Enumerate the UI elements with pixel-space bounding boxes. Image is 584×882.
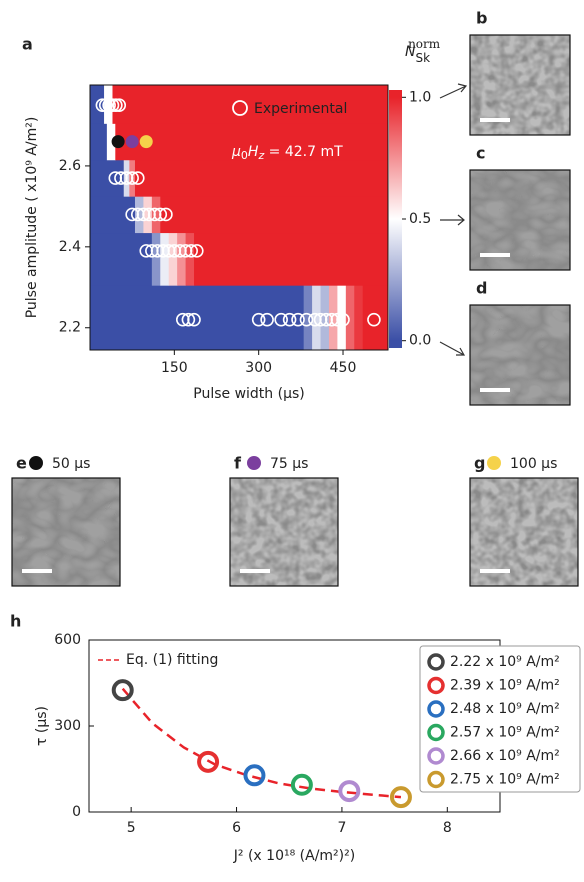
annotation-part: μ bbox=[231, 144, 241, 160]
colorbar-tick-label: 0.0 bbox=[409, 333, 431, 349]
y-tick-label: 2.6 bbox=[59, 158, 81, 174]
arrow bbox=[440, 342, 464, 355]
y-tick-label: 2.4 bbox=[59, 239, 81, 255]
heatmap-cell bbox=[194, 233, 388, 286]
legend-label: 2.75 x 10⁹ A/m² bbox=[450, 772, 560, 788]
x-tick-label: 300 bbox=[245, 360, 272, 376]
arrows bbox=[440, 84, 466, 355]
caption: 75 μs bbox=[270, 456, 308, 472]
heatmap-cell bbox=[90, 285, 304, 350]
panel-label: b bbox=[476, 9, 487, 28]
legend-label: 2.39 x 10⁹ A/m² bbox=[450, 678, 560, 694]
heatmap-cell bbox=[346, 285, 355, 350]
heatmap-cell bbox=[160, 196, 388, 233]
colorbar-tick-label: 0.5 bbox=[409, 211, 431, 227]
panel-label: a bbox=[22, 35, 33, 54]
colorbar-tick-label: 1.0 bbox=[409, 89, 431, 105]
heatmap-cell bbox=[90, 196, 135, 233]
heatmap-cell bbox=[160, 233, 169, 286]
colorbar-label-part: norm bbox=[408, 37, 441, 51]
heatmap-cell bbox=[90, 123, 107, 160]
highlight-point bbox=[126, 135, 139, 148]
heatmap-cell bbox=[152, 233, 161, 286]
x-tick-label: 150 bbox=[161, 360, 188, 376]
legend-label: Experimental bbox=[254, 101, 347, 117]
caption: 100 μs bbox=[510, 456, 557, 472]
panel-label: h bbox=[10, 612, 21, 631]
marker-dot bbox=[29, 456, 43, 470]
colorbar-label-part: Sk bbox=[415, 51, 430, 65]
legend-label: 2.66 x 10⁹ A/m² bbox=[450, 748, 560, 764]
panel-label: e bbox=[16, 454, 27, 473]
x-tick-label: 8 bbox=[443, 820, 452, 836]
x-tick-label: 450 bbox=[330, 360, 357, 376]
heatmap-cell bbox=[304, 285, 313, 350]
annotation-part: H bbox=[248, 144, 259, 160]
x-tick-label: 6 bbox=[232, 820, 241, 836]
marker-dot bbox=[247, 456, 261, 470]
annotation-part: 0 bbox=[241, 149, 248, 162]
page: b c d e 50 μs f 75 μs g 100 μs a 150 300 450 2.2 2.4 2.… bbox=[0, 0, 584, 882]
panel-label: d bbox=[476, 279, 487, 298]
x-axis-label: J² (x 10¹⁸ (A/m²)²) bbox=[233, 848, 355, 864]
heatmap-cell bbox=[143, 196, 152, 233]
y-tick-label: 600 bbox=[54, 632, 81, 648]
heatmap-cell bbox=[354, 285, 363, 350]
colorbar bbox=[389, 90, 402, 348]
panel-label: g bbox=[474, 454, 485, 473]
y-tick-label: 0 bbox=[72, 804, 81, 820]
heatmap-cell bbox=[363, 285, 389, 350]
data-point bbox=[293, 776, 311, 794]
heatmap-cell bbox=[337, 285, 346, 350]
arrow bbox=[440, 84, 466, 98]
legend-label: 2.48 x 10⁹ A/m² bbox=[450, 701, 560, 717]
heatmap-cell bbox=[186, 233, 195, 286]
y-tick-label: 300 bbox=[54, 718, 81, 734]
annotation: μ0Hz = 42.7 mT bbox=[231, 144, 343, 162]
heatmap-cell bbox=[169, 233, 178, 286]
legend-label: 2.22 x 10⁹ A/m² bbox=[450, 654, 560, 670]
y-axis-label: τ (μs) bbox=[34, 706, 50, 746]
legend-label: 2.57 x 10⁹ A/m² bbox=[450, 725, 560, 741]
heatmap-cell bbox=[177, 233, 186, 286]
annotation-part: = 42.7 mT bbox=[264, 144, 343, 160]
arrow bbox=[440, 215, 464, 225]
y-axis-label: Pulse amplitude ( x10⁹ A/m²) bbox=[24, 117, 40, 319]
figure: b c d e 50 μs f 75 μs g 100 μs a 150 300 450 2.2 2.4 2.… bbox=[0, 0, 584, 878]
fit-legend-label: Eq. (1) fitting bbox=[126, 652, 218, 668]
x-axis-label: Pulse width (μs) bbox=[193, 386, 304, 402]
colorbar-label: NSknorm bbox=[405, 37, 441, 65]
heatmap-cell bbox=[321, 285, 330, 350]
data-point bbox=[245, 766, 263, 784]
highlight-point bbox=[112, 135, 125, 148]
x-tick-label: 5 bbox=[127, 820, 136, 836]
heatmap-cell bbox=[90, 160, 124, 197]
panel-label: f bbox=[234, 454, 242, 473]
highlight-point bbox=[140, 135, 153, 148]
heatmap-cell bbox=[90, 233, 152, 286]
caption: 50 μs bbox=[52, 456, 90, 472]
data-point bbox=[340, 782, 358, 800]
heatmap-cell bbox=[135, 160, 388, 197]
marker-dot bbox=[487, 456, 501, 470]
x-tick-label: 7 bbox=[337, 820, 346, 836]
panel-label: c bbox=[476, 144, 485, 163]
y-tick-label: 2.2 bbox=[59, 320, 81, 336]
